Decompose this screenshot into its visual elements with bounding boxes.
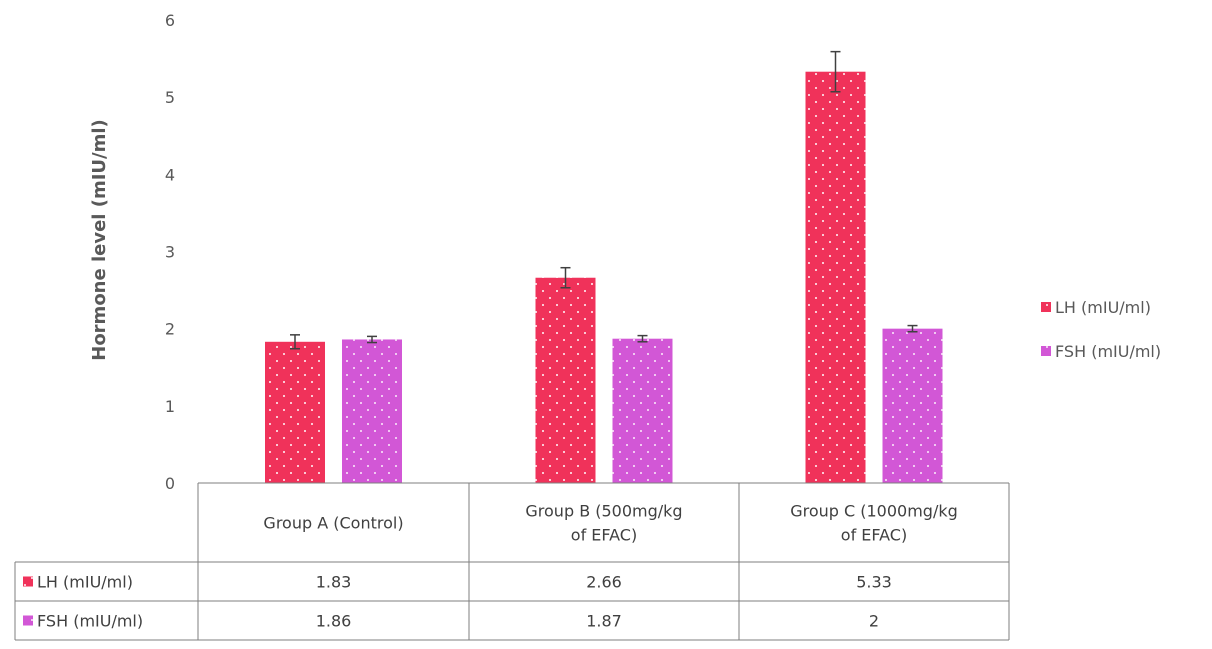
table-value: 1.83 bbox=[316, 573, 352, 592]
bar bbox=[612, 338, 673, 483]
table-value: 1.86 bbox=[316, 612, 352, 631]
category-label: of EFAC) bbox=[571, 526, 637, 545]
category-label: Group A (Control) bbox=[263, 514, 403, 533]
table-value: 5.33 bbox=[856, 573, 892, 592]
bar bbox=[535, 277, 596, 483]
y-axis-label: Hormone level (mIU/ml) bbox=[89, 119, 110, 361]
table-series-label: LH (mIU/ml) bbox=[37, 573, 133, 592]
category-label: Group B (500mg/kg bbox=[525, 502, 682, 521]
table-value: 2.66 bbox=[586, 573, 622, 592]
y-tick-label: 1 bbox=[165, 397, 175, 416]
table-value: 1.87 bbox=[586, 612, 622, 631]
y-tick-label: 3 bbox=[165, 243, 175, 262]
y-tick-label: 2 bbox=[165, 320, 175, 339]
y-tick-label: 4 bbox=[165, 165, 175, 184]
bar bbox=[805, 71, 866, 484]
table-legend-key bbox=[23, 576, 33, 587]
category-label: of EFAC) bbox=[841, 526, 907, 545]
table-series-label: FSH (mIU/ml) bbox=[37, 612, 143, 631]
y-tick-label: 6 bbox=[165, 11, 175, 30]
legend-key bbox=[1041, 346, 1051, 356]
bar bbox=[265, 341, 325, 483]
y-tick-label: 0 bbox=[165, 474, 175, 493]
legend-label: LH (mIU/ml) bbox=[1055, 298, 1151, 317]
table-value: 2 bbox=[869, 612, 879, 631]
y-tick-label: 5 bbox=[165, 88, 175, 107]
category-label: Group C (1000mg/kg bbox=[790, 502, 958, 521]
bar bbox=[882, 328, 943, 483]
legend-key bbox=[1041, 302, 1051, 312]
bar bbox=[342, 339, 402, 483]
legend-label: FSH (mIU/ml) bbox=[1055, 342, 1161, 361]
table-legend-key bbox=[23, 615, 33, 626]
